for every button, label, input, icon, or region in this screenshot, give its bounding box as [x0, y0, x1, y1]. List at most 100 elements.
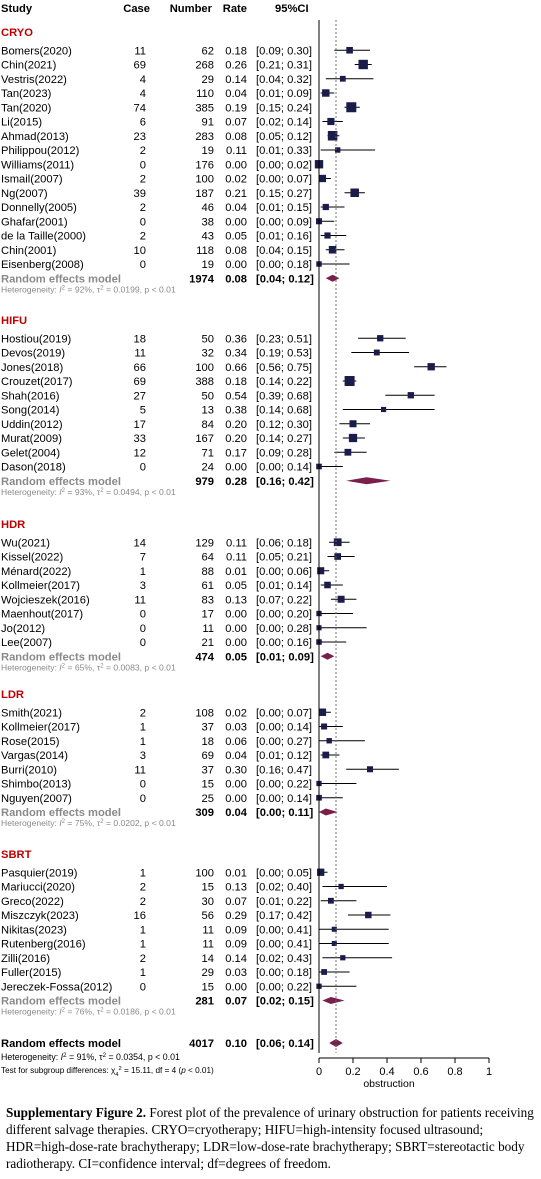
- overall-ci: [0.06; 0.14]: [256, 1038, 314, 1050]
- study-case: 69: [134, 60, 146, 72]
- study-case: 2: [140, 145, 146, 157]
- study-case: 1: [140, 722, 146, 734]
- study-label: Wojcieszek(2016): [1, 594, 90, 606]
- model-label: Random effects model: [1, 476, 121, 488]
- x-axis-tick-label: 0.2: [345, 1066, 360, 1078]
- study-number: 43: [202, 231, 214, 243]
- study-ci: [0.01; 0.12]: [256, 750, 312, 762]
- study-rate: 0.20: [225, 433, 247, 445]
- study-estimate-square: [334, 553, 342, 560]
- study-label: Uddin(2012): [1, 419, 63, 431]
- study-estimate-square: [333, 538, 342, 547]
- study-number: 29: [202, 967, 214, 979]
- study-case: 0: [140, 779, 146, 791]
- study-ci: [0.00; 0.07]: [256, 707, 312, 719]
- study-case: 11: [134, 45, 146, 57]
- study-number: 268: [195, 60, 214, 72]
- study-number: 30: [202, 896, 214, 908]
- study-case: 74: [134, 102, 146, 114]
- study-ci: [0.00; 0.20]: [256, 609, 312, 621]
- study-rate: 0.11: [226, 537, 247, 549]
- study-label: Shimbo(2013): [1, 779, 72, 791]
- study-estimate-square: [427, 363, 435, 371]
- study-ci: [0.05; 0.12]: [256, 131, 312, 143]
- study-number: 50: [202, 333, 214, 345]
- study-ci: [0.14; 0.68]: [256, 405, 312, 417]
- study-ci: [0.14; 0.27]: [256, 433, 312, 445]
- study-label: Eisenberg(2008): [1, 259, 84, 271]
- study-label: Chin(2001): [1, 245, 57, 257]
- study-ci: [0.12; 0.30]: [256, 419, 312, 431]
- header-case: Case: [123, 3, 150, 15]
- study-label: Crouzet(2017): [1, 376, 73, 388]
- study-rate: 0.00: [225, 981, 247, 993]
- group-title-sbrt: SBRT: [1, 849, 32, 861]
- study-case: 16: [134, 910, 146, 922]
- study-ci: [0.00; 0.18]: [256, 967, 312, 979]
- study-case: 0: [140, 609, 146, 621]
- study-case: 23: [134, 131, 146, 143]
- study-case: 3: [140, 750, 146, 762]
- study-estimate-square: [331, 940, 337, 947]
- study-case: 0: [140, 623, 146, 635]
- study-number: 37: [202, 722, 214, 734]
- study-estimate-square: [322, 203, 329, 211]
- study-label: Vestris(2022): [1, 74, 67, 86]
- study-label: Zilli(2016): [1, 953, 50, 965]
- study-rate: 0.18: [225, 376, 247, 388]
- study-rate: 0.14: [225, 74, 247, 86]
- study-label: Murat(2009): [1, 433, 62, 445]
- study-ci: [0.01; 0.09]: [256, 88, 312, 100]
- study-ci: [0.15; 0.27]: [256, 188, 312, 200]
- study-ci: [0.14; 0.22]: [256, 376, 312, 388]
- study-label: Rose(2015): [1, 736, 60, 748]
- model-number: 281: [195, 996, 214, 1008]
- study-ci: [0.19; 0.53]: [256, 348, 312, 360]
- study-rate: 0.34: [225, 348, 247, 360]
- model-number: 979: [195, 476, 214, 488]
- study-ci: [0.00; 0.09]: [256, 216, 312, 228]
- study-label: Lee(2007): [1, 637, 52, 649]
- study-case: 4: [140, 88, 146, 100]
- study-case: 1: [140, 736, 146, 748]
- study-number: 24: [202, 462, 214, 474]
- study-number: 129: [195, 537, 214, 549]
- model-diamond: [320, 652, 335, 660]
- group-title-ldr: LDR: [1, 689, 24, 701]
- study-estimate-square: [407, 392, 414, 399]
- model-diamond: [322, 997, 345, 1004]
- study-number: 19: [202, 145, 214, 157]
- study-rate: 0.06: [225, 736, 247, 748]
- study-estimate-square: [358, 59, 368, 70]
- study-label: Williams(2011): [1, 159, 74, 171]
- study-label: Song(2014): [1, 405, 60, 417]
- study-ci: [0.09; 0.28]: [256, 447, 312, 459]
- study-number: 100: [195, 174, 214, 186]
- study-rate: 0.00: [225, 793, 247, 805]
- study-number: 14: [202, 953, 214, 965]
- study-label: Ghafar(2001): [1, 216, 68, 228]
- study-case: 5: [140, 405, 146, 417]
- overall-model-label: Random effects model: [1, 1038, 121, 1050]
- study-number: 11: [202, 924, 214, 936]
- study-rate: 0.14: [225, 953, 247, 965]
- study-label: Maenhout(2017): [1, 609, 83, 621]
- study-estimate-square: [324, 581, 331, 589]
- study-rate: 0.05: [225, 231, 247, 243]
- study-ci: [0.00; 0.27]: [256, 736, 312, 748]
- study-label: Bomers(2020): [1, 45, 72, 57]
- study-case: 18: [134, 333, 146, 345]
- study-number: 21: [202, 637, 214, 649]
- study-estimate-square: [318, 174, 327, 183]
- study-rate: 0.00: [225, 637, 247, 649]
- model-number: 309: [195, 807, 214, 819]
- study-estimate-square: [350, 188, 359, 198]
- study-rate: 0.07: [225, 117, 247, 129]
- study-ci: [0.00; 0.06]: [256, 566, 312, 578]
- study-label: Donnelly(2005): [1, 202, 77, 214]
- study-estimate-square: [348, 433, 358, 443]
- study-estimate-square: [331, 926, 337, 932]
- study-rate: 0.03: [225, 722, 247, 734]
- study-rate: 0.11: [226, 145, 247, 157]
- study-estimate-square: [373, 349, 380, 356]
